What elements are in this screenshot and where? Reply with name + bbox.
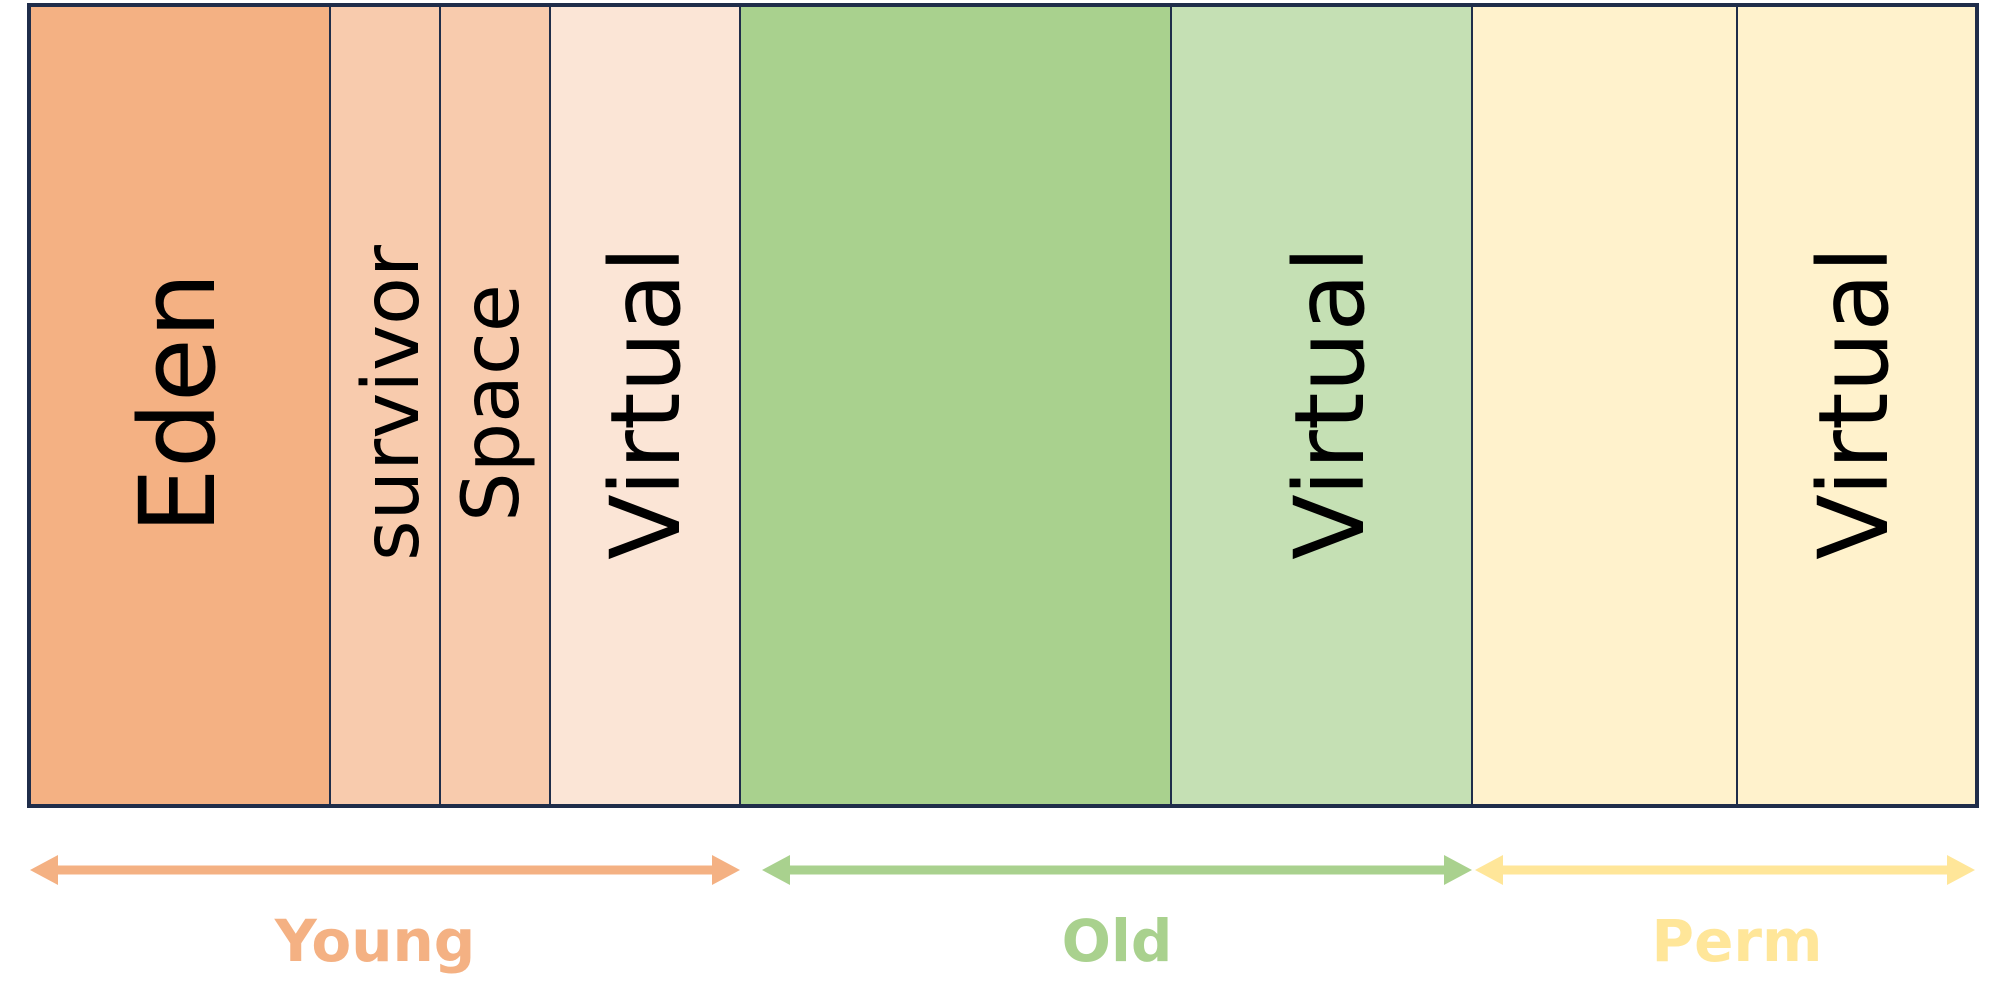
survivor-space-2 <box>441 5 551 805</box>
old-virtual-space <box>1172 5 1473 805</box>
young-arrow <box>30 855 740 885</box>
perm-arrow <box>1475 855 1975 885</box>
old-arrow <box>762 855 1472 885</box>
perm-used-space <box>1473 5 1738 805</box>
perm-generation-label: Perm <box>1651 907 1823 975</box>
perm-virtual-space <box>1738 5 1975 805</box>
young-generation-label: Young <box>274 907 476 975</box>
survivor-space-1 <box>331 5 441 805</box>
old-generation-label: Old <box>1061 907 1173 975</box>
eden-space <box>31 5 331 805</box>
young-virtual-space <box>551 5 741 805</box>
old-used-space <box>741 5 1172 805</box>
